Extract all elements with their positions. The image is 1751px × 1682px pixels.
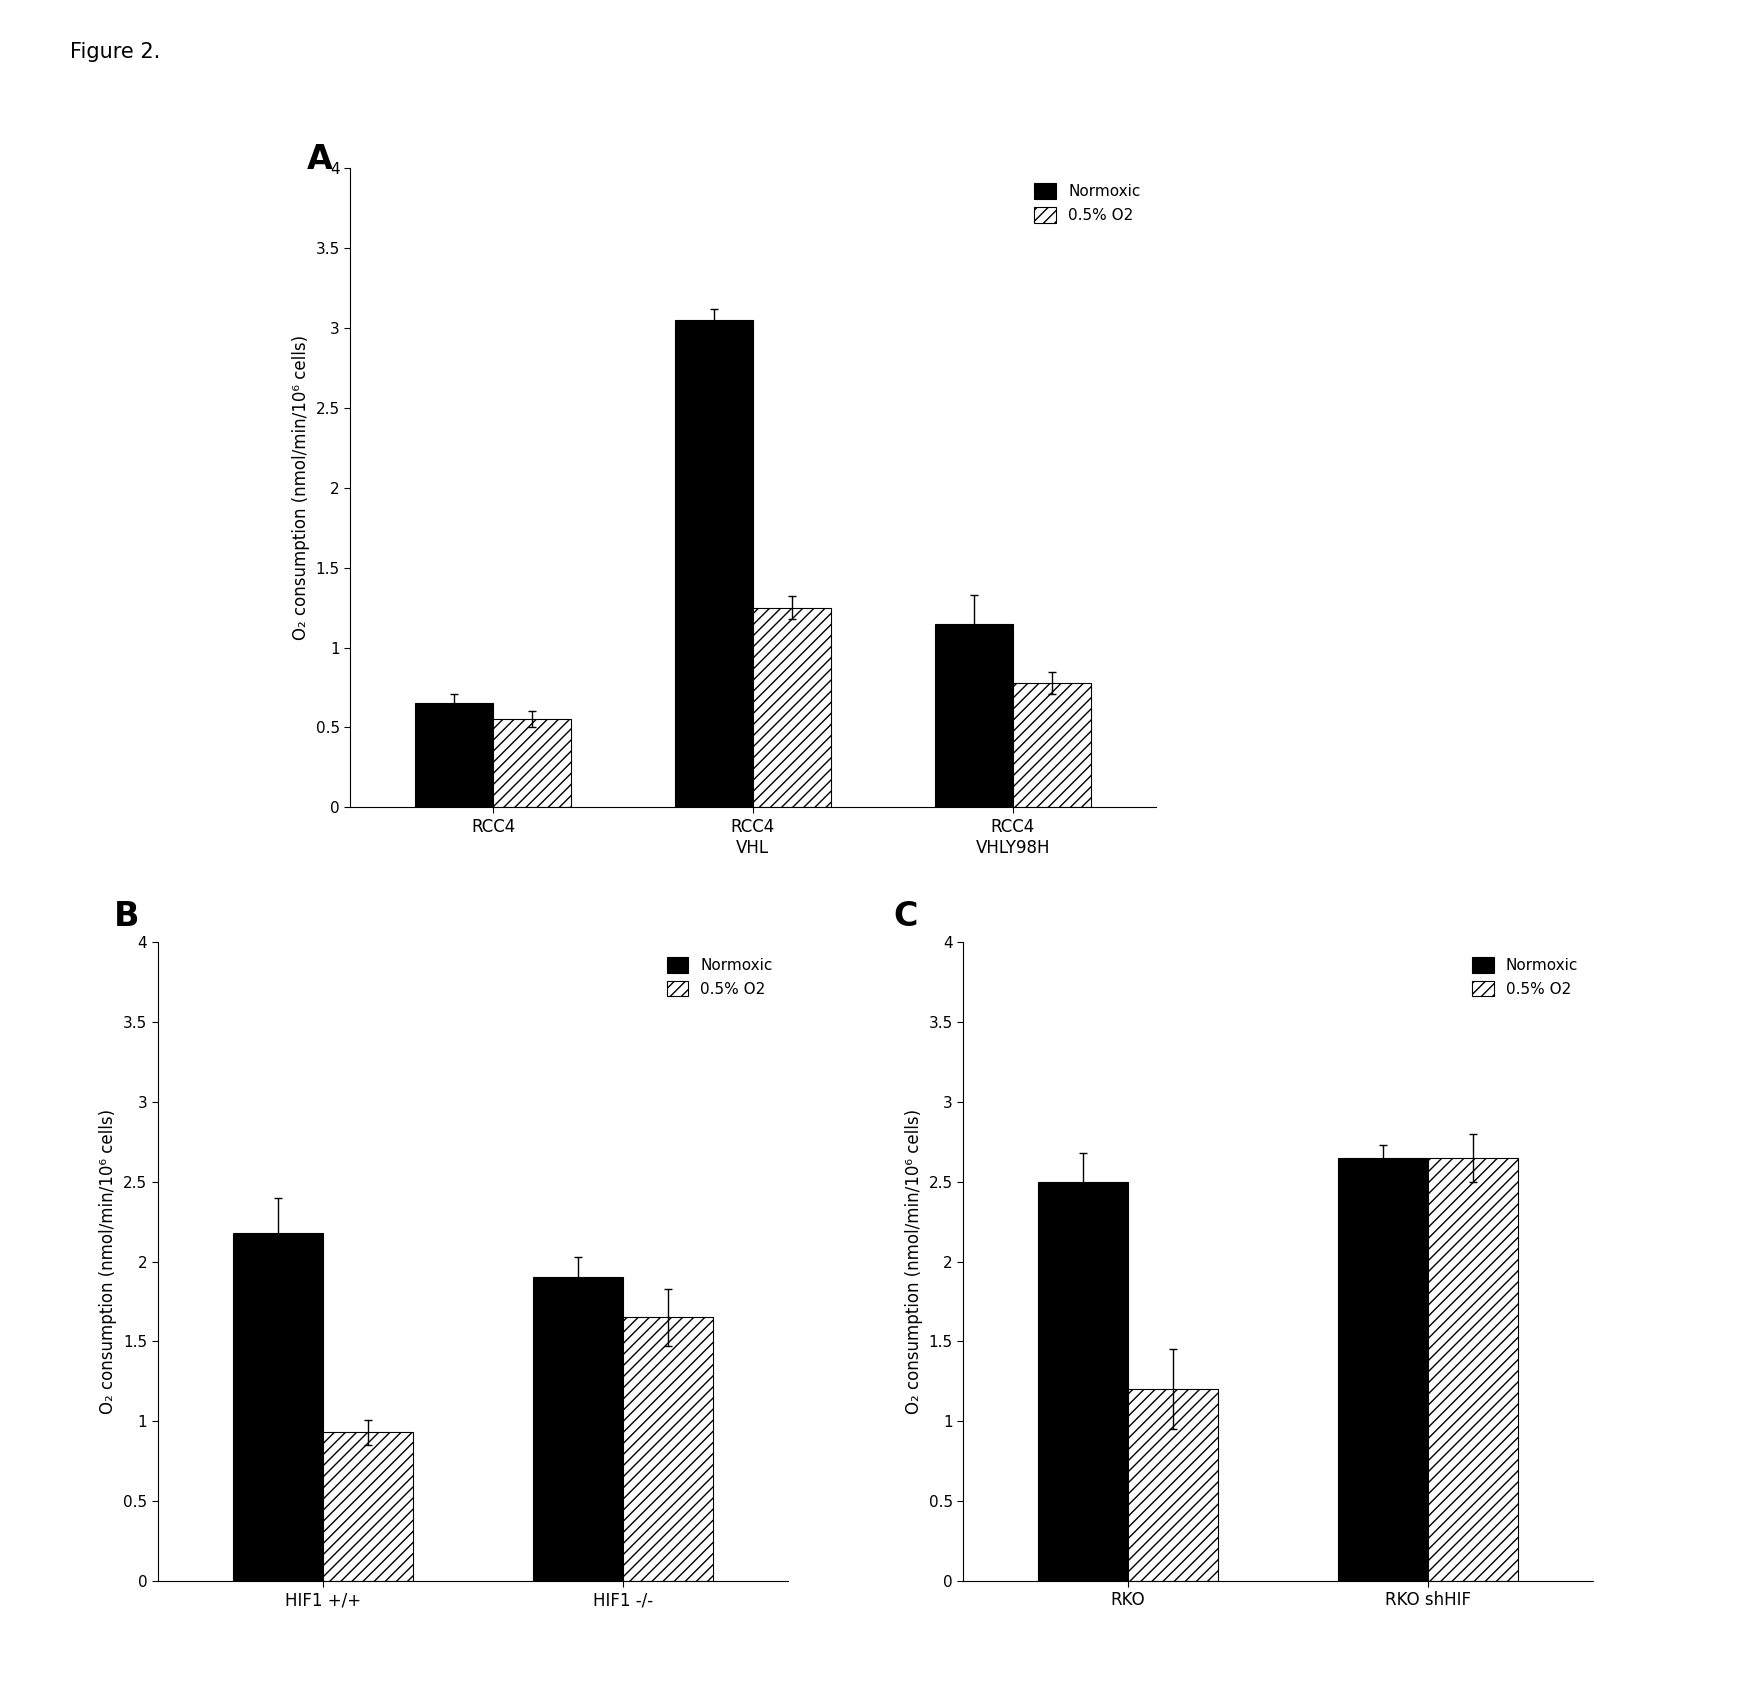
Legend: Normoxic, 0.5% O2: Normoxic, 0.5% O2 [658,950,781,1004]
Text: A: A [306,143,333,177]
Bar [532,1278,623,1581]
Text: Figure 2.: Figure 2. [70,42,161,62]
Bar [935,624,1012,807]
Y-axis label: O₂ consumption (nmol/min/10⁶ cells): O₂ consumption (nmol/min/10⁶ cells) [100,1108,117,1415]
Text: C: C [893,900,918,934]
Text: B: B [114,900,140,934]
Y-axis label: O₂ consumption (nmol/min/10⁶ cells): O₂ consumption (nmol/min/10⁶ cells) [905,1108,923,1415]
Bar [1038,1181,1128,1581]
Legend: Normoxic, 0.5% O2: Normoxic, 0.5% O2 [1026,177,1149,230]
Bar [1128,1389,1219,1581]
Bar [753,607,832,807]
Bar [623,1317,713,1581]
Bar [233,1233,322,1581]
Bar [674,320,753,807]
Bar [1429,1157,1518,1581]
Y-axis label: O₂ consumption (nmol/min/10⁶ cells): O₂ consumption (nmol/min/10⁶ cells) [292,335,310,641]
Bar [494,720,571,807]
Bar [415,703,494,807]
Bar [322,1433,413,1581]
Legend: Normoxic, 0.5% O2: Normoxic, 0.5% O2 [1464,950,1586,1004]
Bar [1012,683,1091,807]
Bar [1338,1157,1429,1581]
